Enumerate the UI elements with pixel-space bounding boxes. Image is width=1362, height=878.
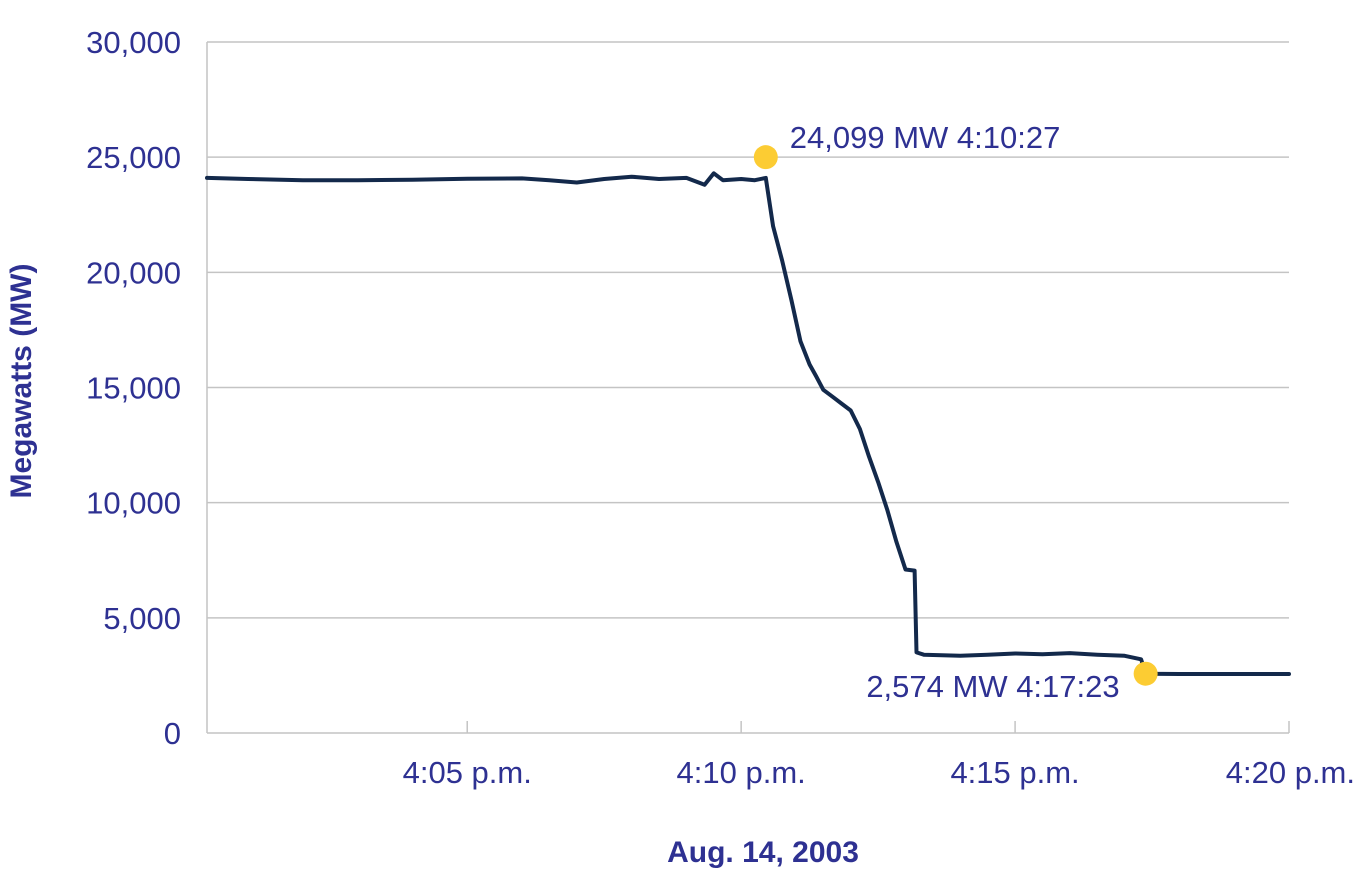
y-tick-label: 10,000 <box>86 486 181 521</box>
annotations: 24,099 MW 4:10:27 2,574 MW 4:17:23 <box>753 120 1158 704</box>
x-axis-ticks: 4:05 p.m. 4:10 p.m. 4:15 p.m. 4:20 p.m. <box>403 721 1355 790</box>
annotation-marker <box>753 145 778 170</box>
x-tick-label: 4:10 p.m. <box>677 755 806 790</box>
y-tick-label: 5,000 <box>103 601 181 636</box>
series-group <box>205 171 1291 676</box>
y-tick-label: 25,000 <box>86 140 181 175</box>
annotation-label: 2,574 MW 4:17:23 <box>866 669 1119 704</box>
y-tick-label: 0 <box>164 716 181 751</box>
gridlines <box>207 41 1289 619</box>
annotation-marker <box>1133 661 1158 686</box>
y-tick-label: 20,000 <box>86 255 181 290</box>
x-axis-title: Aug. 14, 2003 <box>667 836 859 869</box>
x-tick-label: 4:20 p.m. <box>1226 755 1355 790</box>
axes <box>206 42 1289 734</box>
y-tick-label: 15,000 <box>86 371 181 406</box>
annotation-label: 24,099 MW 4:10:27 <box>790 120 1061 155</box>
x-tick-label: 4:05 p.m. <box>403 755 532 790</box>
x-tick-label: 4:15 p.m. <box>950 755 1079 790</box>
y-axis-title: Megawatts (MW) <box>5 264 38 499</box>
y-axis-ticks: 0 5,000 10,000 15,000 20,000 25,000 30,000 <box>86 25 181 751</box>
y-tick-label: 30,000 <box>86 25 181 60</box>
series-line <box>205 171 1291 676</box>
